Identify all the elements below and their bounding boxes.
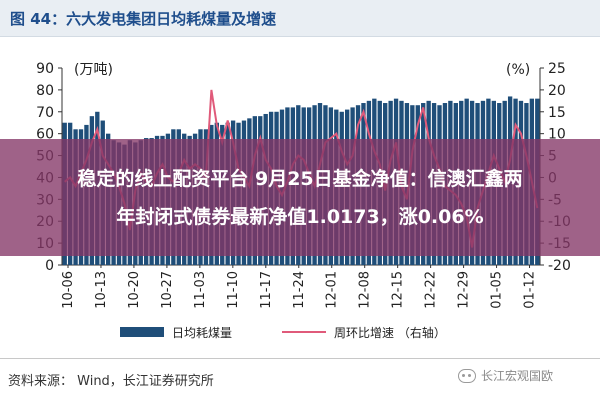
wechat-icon xyxy=(458,368,476,383)
x-tick-label: 10-27 xyxy=(160,271,175,309)
news-overlay-banner[interactable]: 稳定的线上配资平台 9月25日基金净值：信澳汇鑫两 年封闭式债券最新净值1.01… xyxy=(0,139,600,256)
legend-line-label: 周环比增速 （右轴） xyxy=(334,325,446,340)
right-tick-label: 15 xyxy=(548,105,566,121)
x-tick-label: 11-10 xyxy=(226,271,241,309)
x-tick-label: 01-05 xyxy=(490,271,505,309)
right-tick-label: 25 xyxy=(548,61,566,77)
figure-title-bar: 图 44：六大发电集团日均耗煤量及增速 xyxy=(0,0,600,37)
x-tick-label: 11-24 xyxy=(292,271,307,309)
legend-bar-label: 日均耗煤量 xyxy=(172,325,233,340)
x-tick-label: 12-15 xyxy=(391,271,406,309)
footer-divider xyxy=(0,358,600,359)
overlay-line-1: 稳定的线上配资平台 9月25日基金净值：信澳汇鑫两 xyxy=(77,167,523,190)
x-tick-label: 12-01 xyxy=(325,271,340,309)
x-tick-label: 12-08 xyxy=(358,271,373,309)
x-tick-label: 01-12 xyxy=(523,271,538,309)
source-note: 资料来源： Wind，长江证券研究所 xyxy=(8,374,214,389)
left-tick-label: 90 xyxy=(36,61,54,77)
x-tick-label: 10-13 xyxy=(94,271,109,309)
left-tick-label: 60 xyxy=(36,127,54,143)
watermark-text: 长江宏观国欧 xyxy=(481,369,554,383)
chart-legend: 日均耗煤量 周环比增速 （右轴） xyxy=(120,322,446,342)
legend-bar-swatch xyxy=(120,327,164,337)
x-tick-label: 12-29 xyxy=(457,271,472,309)
right-unit-label: (%) xyxy=(506,62,530,78)
right-tick-label: 10 xyxy=(548,127,566,143)
left-unit-label: (万吨) xyxy=(74,62,113,78)
legend-line-swatch xyxy=(282,331,327,333)
right-tick-label: 20 xyxy=(548,83,566,99)
left-tick-label: 0 xyxy=(45,258,54,274)
x-tick-label: 12-22 xyxy=(424,271,439,309)
x-tick-label: 10-20 xyxy=(127,271,142,309)
overlay-line-2: 年封闭式债券最新净值1.0173，涨0.06% xyxy=(116,205,484,228)
x-tick-label: 11-03 xyxy=(193,271,208,309)
right-tick-label: -20 xyxy=(548,258,571,274)
watermark: 长江宏观国欧 xyxy=(458,367,553,384)
x-tick-label: 10-06 xyxy=(61,271,76,309)
left-tick-label: 80 xyxy=(36,83,54,99)
x-tick-label: 11-17 xyxy=(259,271,274,309)
figure-title: 图 44：六大发电集团日均耗煤量及增速 xyxy=(10,10,277,28)
left-tick-label: 70 xyxy=(36,105,54,121)
